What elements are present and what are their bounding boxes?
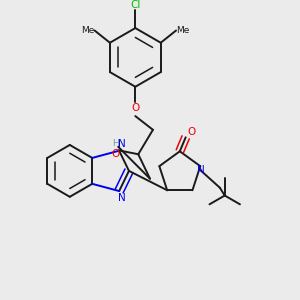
Text: Me: Me	[81, 26, 94, 35]
Text: N: N	[118, 139, 126, 149]
Text: Cl: Cl	[130, 0, 140, 10]
Text: O: O	[131, 103, 140, 113]
Text: O: O	[112, 149, 120, 159]
Text: H: H	[112, 139, 119, 148]
Text: N: N	[118, 193, 126, 203]
Text: O: O	[188, 128, 196, 137]
Text: Me: Me	[176, 26, 190, 35]
Text: N: N	[197, 165, 205, 175]
